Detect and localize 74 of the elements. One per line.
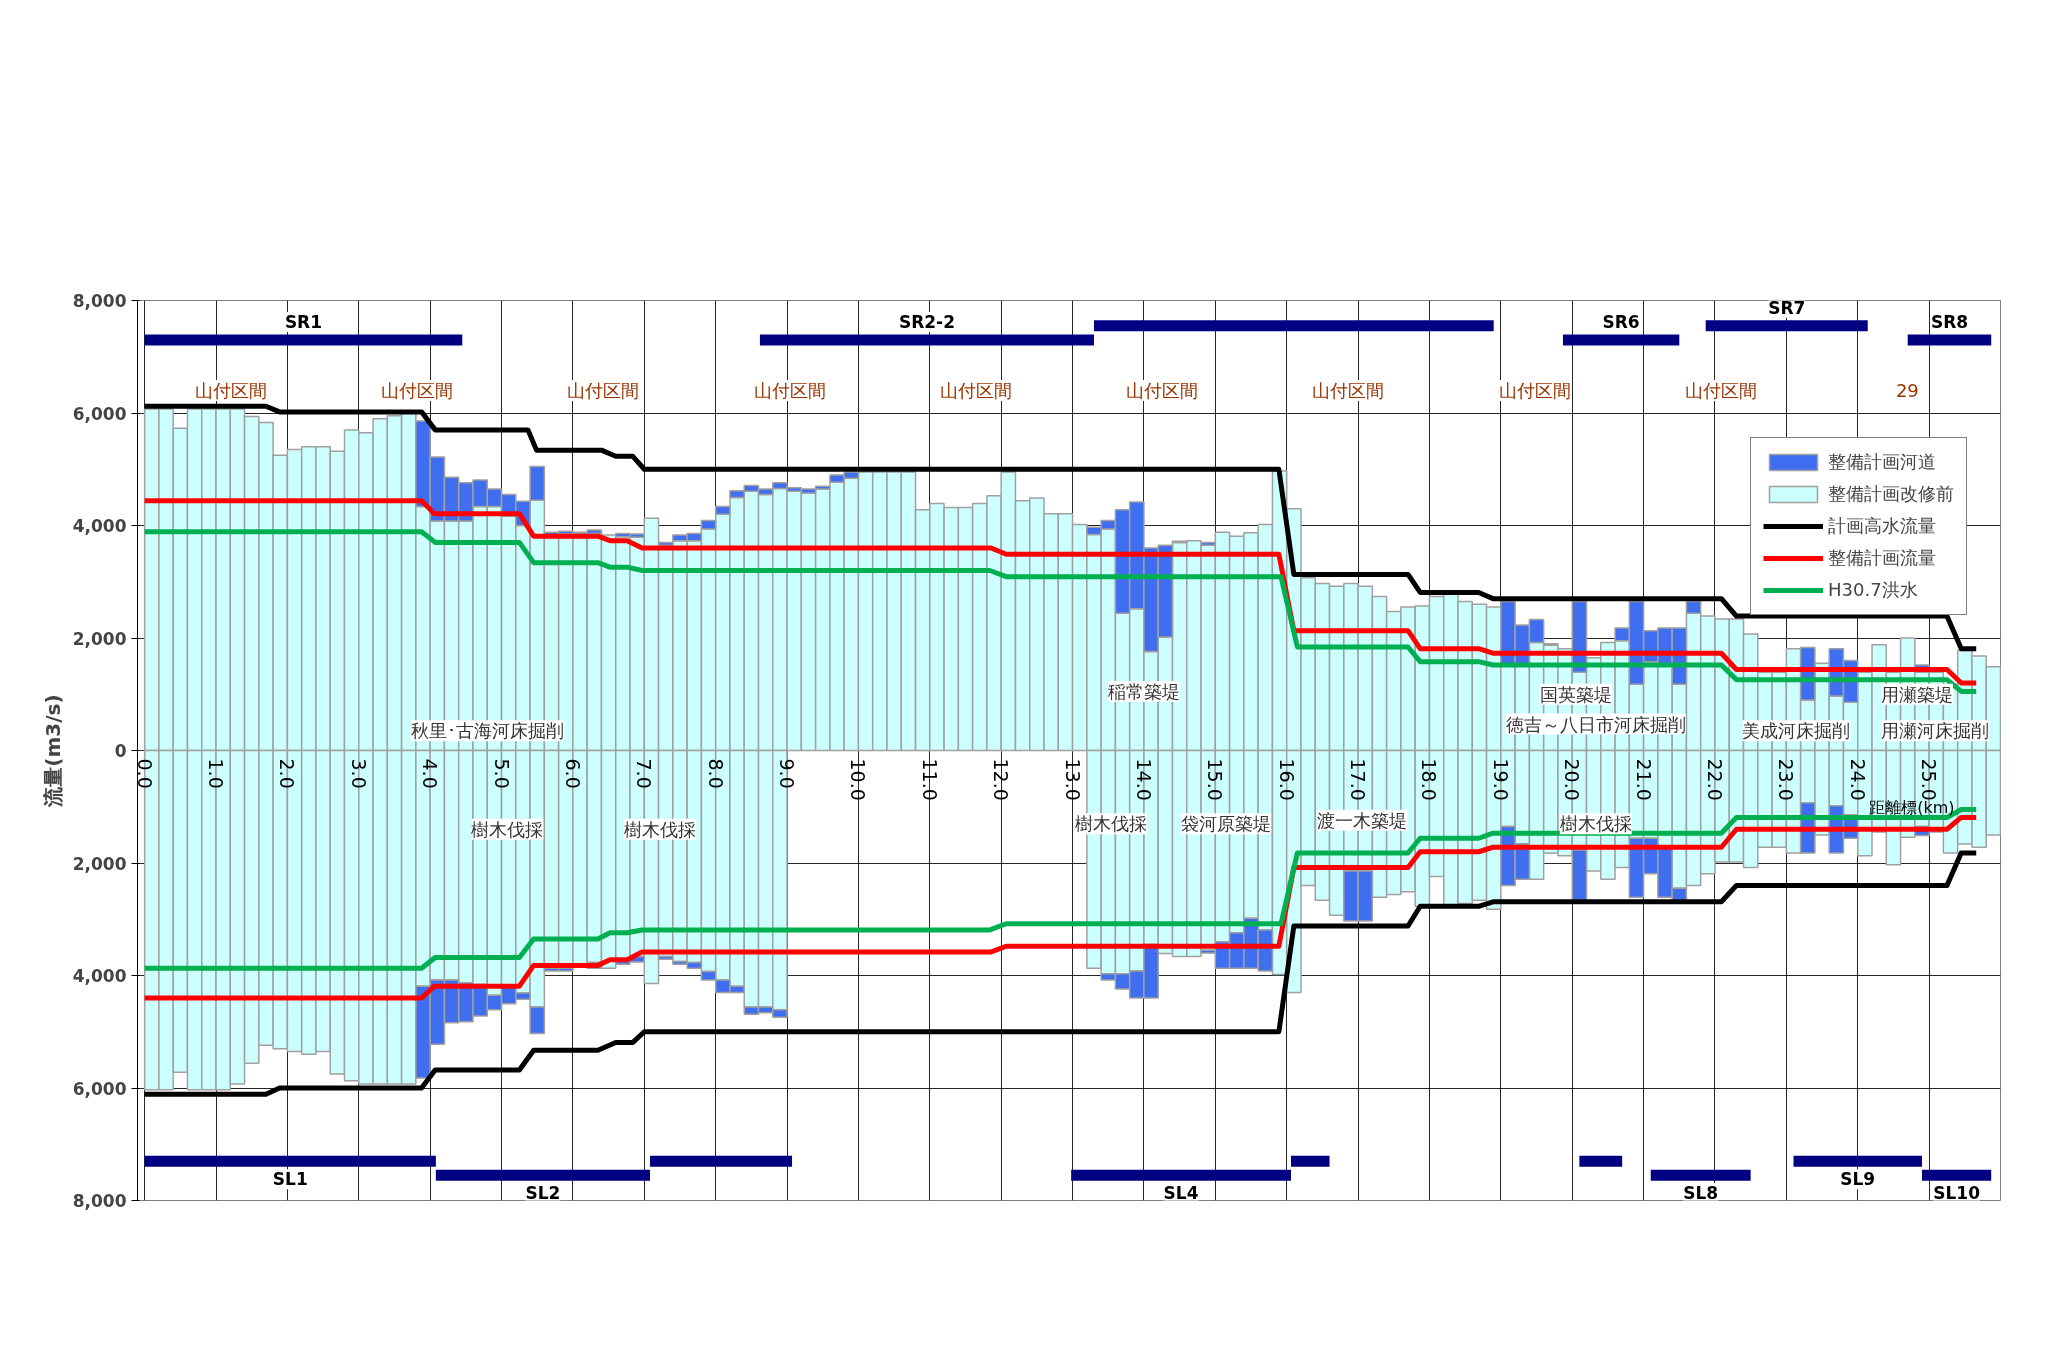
annotation: 樹木伐採	[471, 818, 544, 840]
y-tick-label: 0	[114, 741, 127, 761]
annotation: 山付区間	[939, 380, 1012, 401]
series-label: SL4	[1163, 1183, 1199, 1204]
x-tick-label: 22.0	[1703, 758, 1726, 801]
x-tick-label: 13.0	[1061, 758, 1084, 801]
series-label: SL8	[1683, 1183, 1719, 1204]
annotation: 渡一木築堤	[1317, 809, 1408, 831]
x-tick-label: 5.0	[490, 758, 513, 789]
x-tick-label: 23.0	[1775, 758, 1798, 801]
annotation: 用瀬築堤	[1880, 683, 1953, 705]
y-axis-title: 流量(m3/s)	[40, 694, 65, 808]
x-tick-label: 4.0	[419, 758, 442, 789]
x-tick-label: 12.0	[990, 758, 1013, 801]
legend-label: 計画高水流量	[1828, 514, 1936, 538]
x-tick-label: 17.0	[1347, 758, 1370, 801]
x-tick-label: 19.0	[1489, 758, 1512, 801]
series-label: SL10	[1933, 1183, 1981, 1204]
y-tick-label: 6,000	[72, 403, 127, 424]
y-tick-label: 4,000	[72, 516, 127, 536]
series-label: SR6	[1602, 311, 1640, 332]
x-tick-label: 21.0	[1632, 758, 1655, 801]
legend-label: H30.7洪水	[1828, 578, 1918, 602]
x-tick-label: 18.0	[1418, 758, 1441, 801]
y-tick-label: 6,000	[72, 1078, 127, 1099]
annotation: 袋河原築堤	[1181, 813, 1272, 835]
series-label: SR7	[1768, 297, 1806, 318]
annotation: 稲常築堤	[1107, 680, 1180, 702]
x-tick-label: 2.0	[276, 758, 299, 789]
x-tick-label: 8.0	[704, 758, 727, 789]
annotation: 山付区間	[753, 380, 826, 401]
x-tick-label: 11.0	[918, 758, 941, 801]
x-tick-label: 16.0	[1275, 758, 1298, 801]
annotation: 美成河床掘削	[1742, 720, 1851, 742]
series-label: SR1	[284, 311, 323, 332]
annotation: 山付区間	[567, 380, 640, 401]
x-tick-label: 3.0	[347, 758, 370, 789]
annotation: 山付区間	[1685, 380, 1758, 401]
series-label: SR8	[1930, 311, 1969, 332]
x-tick-label: 20.0	[1561, 758, 1584, 801]
x-tick-label: 24.0	[1846, 758, 1869, 801]
series-label: SL2	[525, 1183, 561, 1204]
legend-label: 整備計画改修前	[1828, 482, 1954, 506]
x-tick-label: 14.0	[1132, 758, 1155, 801]
legend-label: 整備計画河道	[1828, 450, 1936, 474]
x-tick-label: 9.0	[776, 758, 799, 789]
annotation: 用瀬河床掘削	[1880, 720, 1989, 742]
annotation: 山付区間	[1126, 380, 1199, 401]
legend-label: 整備計画流量	[1828, 546, 1936, 570]
annotation: 樹木伐採	[624, 818, 696, 840]
annotation: 国英築堤	[1539, 683, 1612, 705]
y-tick-label: 4,000	[72, 966, 127, 986]
annotation: 樹木伐採	[1559, 813, 1632, 835]
annotation: 徳吉～八日市河床掘削	[1505, 713, 1686, 735]
y-tick-label: 2,000	[72, 853, 127, 874]
annotation: 樹木伐採	[1075, 813, 1148, 835]
annotation: 山付区間	[1498, 380, 1571, 401]
x-tick-label: 0.0	[133, 758, 156, 789]
series-label: SR2-2	[898, 311, 955, 332]
x-tick-label: 7.0	[633, 758, 656, 789]
x-tick-label: 10.0	[847, 758, 870, 801]
x-tick-label: 6.0	[561, 758, 584, 789]
annotation: 山付区間	[194, 380, 267, 401]
annotation: 山付区間	[380, 380, 453, 401]
x-tick-label: 1.0	[205, 758, 228, 789]
y-tick-label: 2,000	[72, 628, 127, 649]
y-tick-label: 8,000	[72, 1191, 127, 1211]
series-label: SL9	[1840, 1169, 1876, 1190]
y-tick-label: 8,000	[72, 291, 127, 311]
annotation: 秋里･古海河床掘削	[410, 720, 564, 742]
x-tick-label: 15.0	[1204, 758, 1227, 801]
annotation: 山付区間	[1312, 380, 1385, 401]
annotation: 29	[1895, 380, 1919, 401]
series-label: SL1	[272, 1169, 308, 1190]
